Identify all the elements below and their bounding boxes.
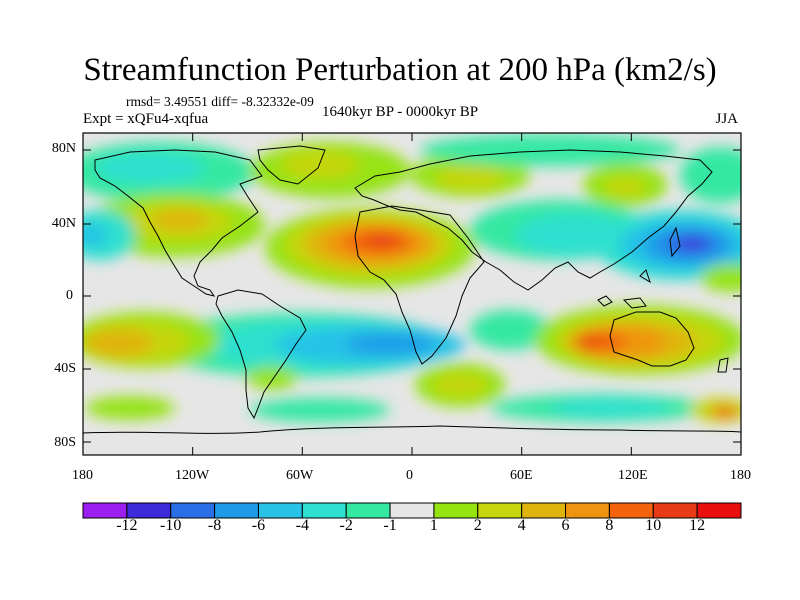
coast-australia <box>609 311 695 367</box>
colorbar-swatch <box>214 502 259 519</box>
experiment-label: Expt = xQFu4-xqfua <box>83 111 209 127</box>
coast-africa <box>354 205 485 365</box>
coast-eurasia <box>354 149 713 291</box>
stats-text: rmsd= 3.49551 diff= -8.32332e-09 <box>126 94 314 109</box>
season-label: JJA <box>715 111 738 127</box>
lat-label: 0 <box>66 288 73 303</box>
coast-south-america <box>215 289 307 420</box>
coast-islands <box>597 226 729 373</box>
coast-greenland <box>257 145 326 185</box>
lon-label: 60W <box>286 468 314 483</box>
colorbar-swatch <box>82 502 128 519</box>
colorbar-swatch <box>389 502 435 519</box>
colorbar-label: -1 <box>383 517 397 534</box>
colorbar-label: 2 <box>473 517 482 534</box>
colorbar-label: -8 <box>207 517 222 534</box>
lon-label: 120E <box>618 468 648 483</box>
colorbar-label: -4 <box>295 517 309 534</box>
period-label: 1640kyr BP - 0000kyr BP <box>321 104 479 120</box>
colorbar-label: -6 <box>251 517 266 534</box>
colorbar-swatch <box>257 502 303 519</box>
colorbar-label: 12 <box>689 517 706 534</box>
lon-label: 60E <box>510 468 533 483</box>
lon-label: 180 <box>72 468 93 483</box>
colorbar-swatch <box>521 502 567 519</box>
colorbar-swatch <box>477 502 523 519</box>
colorbar-swatch <box>301 502 347 519</box>
lon-label: 120W <box>175 468 210 483</box>
lat-label: 80S <box>54 435 76 450</box>
coast-antarctica <box>83 425 741 434</box>
colorbar-label: -2 <box>339 517 353 534</box>
coast-north-america <box>94 149 263 297</box>
colorbar-swatch <box>433 502 479 519</box>
coastlines <box>83 145 741 434</box>
colorbar-swatch <box>170 502 216 519</box>
colorbar-label: 1 <box>429 517 438 534</box>
lat-label: 40N <box>51 216 76 231</box>
lon-label: 0 <box>406 468 413 483</box>
lat-label: 80N <box>51 141 76 156</box>
colorbar-swatch <box>652 502 698 519</box>
colorbar-swatch <box>126 502 172 519</box>
colorbar-label: -12 <box>116 517 138 534</box>
contour-field <box>83 133 741 455</box>
colorbar-label: -10 <box>160 517 182 534</box>
colorbar-swatch <box>608 502 654 519</box>
colorbar-label: 10 <box>645 517 662 534</box>
colorbar-label: 4 <box>517 517 526 534</box>
plot-title: Streamfunction Perturbation at 200 hPa (… <box>83 52 717 88</box>
axis-ticks <box>82 133 742 455</box>
colorbar-swatch <box>565 502 610 519</box>
lat-label: 40S <box>54 361 76 376</box>
colorbar-swatch <box>696 502 742 519</box>
colorbar <box>82 502 742 519</box>
colorbar-swatch <box>345 502 391 519</box>
lon-label: 180 <box>730 468 751 483</box>
colorbar-label: 8 <box>605 517 614 534</box>
colorbar-label: 6 <box>561 517 570 534</box>
